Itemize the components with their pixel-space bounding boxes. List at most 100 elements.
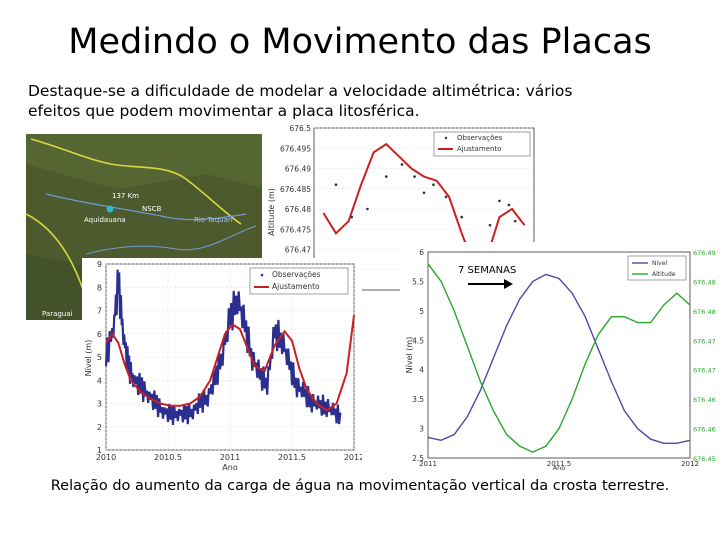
altitude-y-label: Altitude (m): [267, 188, 276, 236]
map-river-line-2: [85, 225, 257, 255]
level-altitude-plot-frame: [427, 251, 691, 459]
y-tick-label: 676.485: [280, 185, 311, 194]
altitude-y-ticks: 676.5 676.495 676.49 676.485 676.48 676.475 67…: [280, 124, 311, 275]
observation-point: [350, 215, 354, 219]
level-altitude-chart: 2.533.544.555.56 676.49676.485676.48676.…: [400, 242, 716, 472]
water-level-chart-svg: 1 2 3 4 5 6 7 8 9 2010 2010.5 2011 2011.5 2012 Nível…: [84, 260, 362, 472]
level-altitude-legend-box: [627, 255, 687, 281]
y-tick-label: 4: [419, 366, 424, 375]
observation-point: [488, 223, 492, 227]
map-label-distance: 137 Km: [112, 192, 139, 200]
observation-point: [384, 175, 388, 178]
y-tick-label: 4.5: [412, 336, 424, 345]
y2-tick-label: 676.46: [693, 426, 716, 434]
x-tick-label: 2011: [419, 460, 437, 468]
y-tick-label: 5: [97, 353, 102, 362]
water-level-legend: Observações Ajustamento: [249, 267, 349, 295]
observation-point: [444, 195, 448, 199]
y-tick-label: 8: [97, 283, 102, 292]
x-tick-label: 2011: [220, 453, 240, 462]
map-terrain-north: [26, 134, 286, 194]
y-tick-label: 2.5: [412, 454, 424, 463]
intro-line-1: Destaque-se a dificuldade de modelar a v…: [28, 82, 573, 100]
intro-line-2: efeitos que podem movimentar a placa lit…: [28, 102, 420, 120]
x-tick-label: 2011.5: [278, 453, 306, 462]
legend-points-swatch: [444, 136, 448, 140]
slide-title: Medindo o Movimento das Placas: [68, 22, 652, 62]
y-tick-label: 676.47: [285, 246, 311, 255]
water-level-legend-box: [249, 267, 349, 295]
y-tick-label: 3: [419, 425, 424, 434]
observation-point: [334, 183, 338, 186]
y-tick-label: 676.48: [285, 205, 311, 214]
altitude-legend-box: [433, 131, 531, 157]
x-tick-label: 2010.5: [154, 453, 182, 462]
level-altitude-legend: Nível Altitude: [627, 255, 687, 281]
observation-point: [460, 215, 464, 219]
y-tick-label: 3: [97, 400, 102, 409]
y-tick-label: 676.49: [285, 165, 311, 174]
y2-tick-label: 676.465: [693, 396, 716, 404]
map-label-paraguai: Paraguai: [42, 310, 73, 318]
observation-point: [507, 203, 511, 207]
y2-tick-label: 676.48: [693, 308, 716, 316]
level-y-ticks: 2.5 3 3.5 4 4.5 5 5.5 6: [412, 248, 424, 463]
station-marker-icon: [106, 205, 114, 213]
x-tick-label: 2012: [344, 453, 362, 462]
altitude-right-ticks: 676.49 676.485 676.48 676.475 676.47 676.465 6…: [693, 249, 716, 463]
observation-point: [432, 183, 435, 186]
map-label-nscb: NSCB: [142, 205, 162, 213]
water-level-fit-series: [105, 315, 355, 412]
observation-point: [422, 191, 426, 195]
map-label-aquidauana: Aquidauana: [84, 216, 126, 224]
y-tick-label: 7: [97, 307, 102, 316]
observation-point: [400, 163, 404, 166]
level-series: [427, 273, 691, 444]
water-level-legend-fit: Ajustamento: [272, 282, 320, 291]
y-tick-label: 4: [97, 376, 102, 385]
altitude-legend-obs: Observações: [457, 134, 503, 142]
x-tick-label: 2012: [681, 460, 699, 468]
map-river-line: [45, 193, 247, 221]
legend-altitude-label: Altitude: [652, 271, 676, 278]
intro-text: Destaque-se a dificuldade de modelar a v…: [28, 81, 688, 121]
y-tick-label: 5: [419, 307, 424, 316]
y-tick-label: 9: [97, 260, 102, 269]
level-altitude-chart-svg: 2.533.544.555.56 676.49676.485676.48676.…: [405, 248, 716, 472]
x-tick-label: 2011.5: [547, 460, 572, 468]
water-level-x-label: Ano: [222, 463, 238, 472]
altitude-legend-fit: Ajustamento: [457, 145, 501, 153]
y-tick-label: 2: [97, 423, 102, 432]
y-tick-label: 676.495: [280, 144, 311, 153]
level-y-label: Nível (m): [405, 337, 414, 374]
level-altitude-x-ticks: 2011 2011.5 2012: [419, 460, 699, 468]
y-tick-label: 676.475: [280, 225, 311, 234]
y-tick-label: 3.5: [412, 395, 424, 404]
y-tick-label: 6: [419, 248, 424, 257]
y2-tick-label: 676.49: [693, 249, 716, 257]
x-tick-label: 2010: [96, 453, 116, 462]
water-level-legend-obs: Observações: [272, 270, 321, 279]
observation-point: [366, 207, 369, 211]
altitude-legend: Observações Ajustamento: [433, 131, 531, 157]
water-level-x-ticks: 2010 2010.5 2011 2011.5 2012: [96, 453, 362, 462]
water-level-observation-series: [104, 269, 342, 425]
y-tick-label: 5.5: [412, 277, 424, 286]
seven-weeks-annotation: 7 SEMANAS: [458, 265, 516, 276]
y2-tick-label: 676.455: [693, 455, 716, 463]
map-label-rio-taquari: Rio Taquari: [194, 216, 233, 224]
altitude-series: [427, 263, 691, 453]
figure-caption: Relação do aumento da carga de água na m…: [50, 478, 670, 494]
y2-tick-label: 676.485: [693, 278, 716, 286]
y-tick-label: 6: [97, 330, 102, 339]
observation-point: [498, 199, 501, 203]
y2-tick-label: 676.47: [693, 367, 716, 375]
observation-point: [513, 219, 517, 223]
y-tick-label: 1: [97, 446, 102, 455]
legend-level-label: Nível: [652, 260, 667, 267]
y2-tick-label: 676.475: [693, 337, 716, 345]
observation-point: [413, 175, 416, 178]
water-level-y-label: Nível (m): [84, 340, 93, 377]
y-tick-label: 676.5: [290, 124, 312, 133]
legend-points-swatch: [260, 273, 264, 277]
